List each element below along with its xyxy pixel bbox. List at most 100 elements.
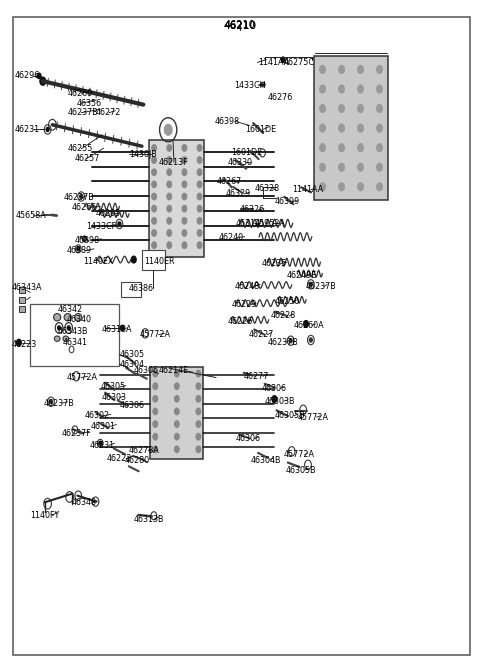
Text: 46231: 46231 xyxy=(89,441,114,450)
Circle shape xyxy=(40,77,46,85)
Circle shape xyxy=(197,242,202,249)
Text: 46237F: 46237F xyxy=(62,429,92,438)
Circle shape xyxy=(153,421,157,427)
Circle shape xyxy=(182,144,187,151)
Text: 46313A: 46313A xyxy=(101,325,132,334)
Text: 46301: 46301 xyxy=(91,422,116,431)
Circle shape xyxy=(377,105,383,113)
Text: 46275C: 46275C xyxy=(284,58,315,67)
Circle shape xyxy=(49,400,52,404)
Text: 46240: 46240 xyxy=(218,233,243,242)
Circle shape xyxy=(358,65,363,73)
Circle shape xyxy=(153,370,157,377)
Ellipse shape xyxy=(64,314,72,321)
Text: 46210: 46210 xyxy=(224,21,256,30)
Circle shape xyxy=(182,206,187,212)
Circle shape xyxy=(377,65,383,73)
Circle shape xyxy=(167,169,172,175)
FancyBboxPatch shape xyxy=(121,282,142,297)
Text: 46304B: 46304B xyxy=(251,456,281,464)
Circle shape xyxy=(272,396,277,403)
Circle shape xyxy=(377,124,383,132)
Circle shape xyxy=(339,144,345,152)
Text: 46305B: 46305B xyxy=(286,466,316,474)
Text: 46249E: 46249E xyxy=(287,271,317,280)
FancyBboxPatch shape xyxy=(142,250,165,270)
Circle shape xyxy=(174,408,179,415)
Circle shape xyxy=(339,163,345,171)
Circle shape xyxy=(152,206,156,212)
Circle shape xyxy=(152,181,156,187)
Circle shape xyxy=(182,169,187,175)
Text: 46296: 46296 xyxy=(15,71,40,80)
Circle shape xyxy=(377,163,383,171)
Text: 1140FY: 1140FY xyxy=(30,511,60,520)
Circle shape xyxy=(152,193,156,200)
Circle shape xyxy=(167,193,172,200)
Circle shape xyxy=(320,85,325,93)
Circle shape xyxy=(310,338,312,342)
Text: 46235: 46235 xyxy=(262,259,287,268)
Circle shape xyxy=(358,183,363,191)
Circle shape xyxy=(167,181,172,187)
Ellipse shape xyxy=(54,314,61,321)
Ellipse shape xyxy=(54,336,60,341)
Circle shape xyxy=(167,230,172,237)
Text: 46343A: 46343A xyxy=(11,283,42,292)
Text: 46277: 46277 xyxy=(244,372,269,381)
Text: 46272: 46272 xyxy=(96,108,121,117)
Text: 46306: 46306 xyxy=(120,401,144,409)
Circle shape xyxy=(167,206,172,212)
Text: 46342: 46342 xyxy=(57,304,82,314)
Text: 46266: 46266 xyxy=(72,203,96,212)
Circle shape xyxy=(196,421,201,427)
Circle shape xyxy=(46,128,49,132)
Circle shape xyxy=(289,339,292,343)
Text: 46229: 46229 xyxy=(231,300,257,309)
Text: 46226: 46226 xyxy=(228,317,253,326)
Circle shape xyxy=(174,446,179,453)
Text: 46399: 46399 xyxy=(275,198,300,206)
Circle shape xyxy=(339,124,345,132)
Ellipse shape xyxy=(63,336,69,341)
Text: 46231: 46231 xyxy=(15,125,40,134)
Circle shape xyxy=(164,124,172,135)
Circle shape xyxy=(167,144,172,151)
Bar xyxy=(19,297,25,303)
Circle shape xyxy=(320,183,325,191)
Text: 46260A: 46260A xyxy=(294,321,324,330)
Circle shape xyxy=(320,124,325,132)
Text: 46210: 46210 xyxy=(225,20,255,30)
Circle shape xyxy=(152,242,156,249)
Circle shape xyxy=(197,144,202,151)
Text: 46330: 46330 xyxy=(228,158,253,167)
Text: 46267: 46267 xyxy=(217,177,242,186)
Circle shape xyxy=(320,163,325,171)
Circle shape xyxy=(182,193,187,200)
Circle shape xyxy=(182,157,187,163)
Text: 46329: 46329 xyxy=(226,190,251,198)
Circle shape xyxy=(16,339,21,346)
Text: 45772A: 45772A xyxy=(298,413,328,421)
Circle shape xyxy=(197,157,202,163)
Circle shape xyxy=(152,169,156,175)
Circle shape xyxy=(182,218,187,224)
Circle shape xyxy=(196,383,201,390)
Circle shape xyxy=(339,105,345,113)
Circle shape xyxy=(58,326,60,330)
Circle shape xyxy=(182,181,187,187)
FancyBboxPatch shape xyxy=(149,140,204,257)
Text: 46306: 46306 xyxy=(235,434,260,443)
Text: 1433CF: 1433CF xyxy=(86,222,116,230)
Circle shape xyxy=(196,408,201,415)
Circle shape xyxy=(99,442,102,446)
Circle shape xyxy=(281,57,285,62)
Text: 46250: 46250 xyxy=(275,297,300,306)
Circle shape xyxy=(167,218,172,224)
Circle shape xyxy=(358,105,363,113)
Circle shape xyxy=(196,433,201,440)
Circle shape xyxy=(304,321,309,327)
Circle shape xyxy=(320,144,325,152)
Text: 46398: 46398 xyxy=(75,237,100,245)
Text: 46265: 46265 xyxy=(96,210,120,218)
